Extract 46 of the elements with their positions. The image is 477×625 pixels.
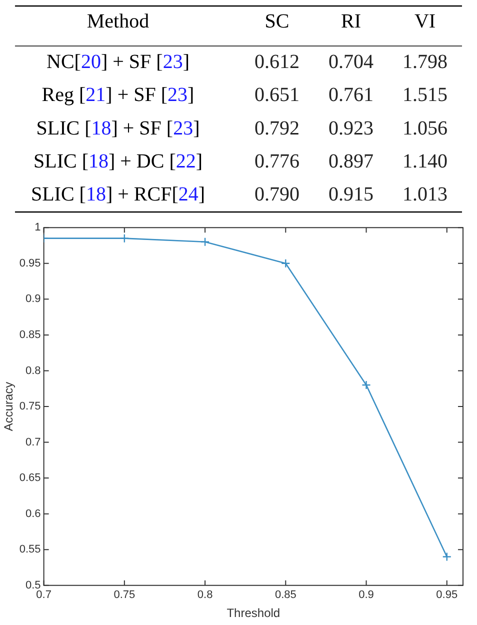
point — [120, 234, 130, 243]
y-tick-label: 1 — [34, 222, 41, 234]
data-label: 0.704 — [328, 50, 374, 73]
data-label: 1.056 — [402, 117, 448, 140]
data-label: 0.761 — [328, 84, 374, 106]
y-tick-label: 0.75 — [19, 400, 41, 413]
x-tick-label: 0.9 — [358, 589, 374, 602]
y-tick-label: 0.8 — [26, 364, 41, 377]
x-tick-label: 0.85 — [274, 589, 296, 602]
y-tick-label: 0.9 — [26, 293, 41, 306]
point — [200, 237, 210, 247]
y-tick-label: Reg [21] + SF [23] — [42, 84, 194, 106]
y-axis-title: Accuracy — [2, 382, 16, 432]
y-tick-label: NC[20] + SF [23] — [46, 50, 190, 73]
y-tick-label: 0.95 — [19, 257, 41, 270]
data-label: 0.923 — [328, 117, 374, 140]
data-label: 0.651 — [254, 84, 300, 106]
x-tick-label: 0.8 — [197, 589, 213, 602]
data-label: 1.013 — [402, 184, 448, 206]
y-tick-label: 0.7 — [26, 436, 41, 448]
x-tick-label: SC — [264, 10, 290, 32]
data-label: 0.897 — [328, 150, 374, 172]
y-tick-label: 0.65 — [19, 472, 41, 484]
data-label: 1.140 — [402, 150, 448, 172]
y-tick-label: 0.5 — [26, 579, 41, 592]
data-label: 0.776 — [254, 150, 300, 172]
y-tick-label: SLIC [18] + DC [22] — [33, 150, 203, 172]
y-tick-label: SLIC [18] + SF [23] — [36, 117, 200, 140]
y-tick-label: 0.55 — [19, 544, 41, 556]
y-tick-label: 0.6 — [26, 508, 41, 520]
data-label: 1.515 — [402, 84, 448, 106]
x-tick-label: VI — [414, 10, 436, 32]
y-axis-title: Method — [86, 10, 150, 32]
data-label: 0.915 — [328, 184, 374, 206]
y-tick-label: SLIC [18] + RCF[24] — [30, 184, 206, 206]
x-tick-label: 0.95 — [436, 589, 458, 602]
point — [281, 258, 290, 268]
data-label: 0.790 — [254, 184, 300, 206]
point — [442, 552, 452, 562]
x-axis-title: Threshold — [226, 606, 280, 620]
data-label: 1.798 — [402, 50, 448, 73]
data-label: 0.612 — [254, 50, 300, 73]
point — [362, 380, 371, 390]
data-label: 0.792 — [254, 117, 300, 140]
y-tick-label: 0.85 — [19, 328, 41, 341]
x-tick-label: RI — [341, 10, 361, 32]
